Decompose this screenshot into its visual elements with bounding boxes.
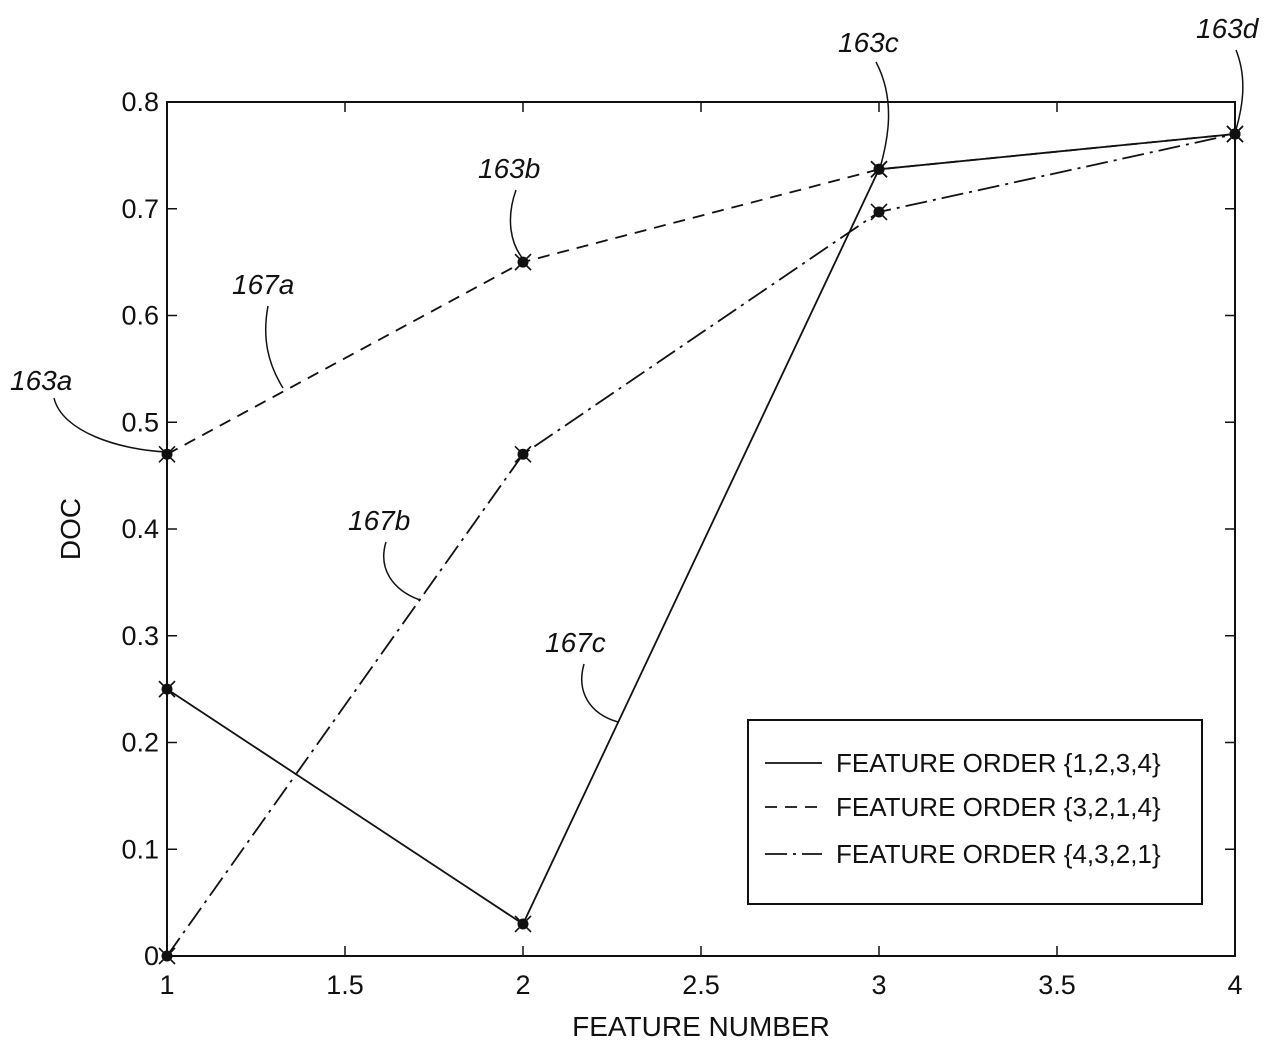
y-tick-label: 0.8 — [121, 87, 159, 117]
x-tick-label: 3.5 — [1038, 970, 1076, 1000]
y-tick-label: 0.7 — [121, 194, 159, 224]
data-point-marker — [870, 203, 888, 221]
marker-dot — [1229, 128, 1241, 140]
callout-label-167a: 167a — [232, 269, 294, 300]
data-point-marker — [514, 253, 532, 271]
marker-dot — [161, 448, 173, 460]
x-tick-label: 1.5 — [326, 970, 364, 1000]
data-point-marker — [514, 445, 532, 463]
y-tick-label: 0.4 — [121, 514, 159, 544]
series-lines — [166, 133, 1236, 957]
series-line-2 — [166, 133, 1236, 456]
data-point-marker — [514, 915, 532, 933]
x-tick-label: 3 — [871, 970, 886, 1000]
callout-leader-167b — [383, 541, 421, 601]
y-tick-label: 0 — [144, 941, 159, 971]
y-tick-label: 0.3 — [121, 621, 159, 651]
marker-dot — [161, 683, 173, 695]
marker-dot — [517, 918, 529, 930]
callout-label-163d: 163d — [1196, 13, 1260, 44]
marker-dot — [161, 950, 173, 962]
callouts: 163a 163b 163c 163d 167a 167b 167c — [10, 13, 1260, 723]
x-tick-label: 1 — [159, 970, 174, 1000]
callout-label-163c: 163c — [838, 27, 899, 58]
callout-label-163b: 163b — [478, 153, 540, 184]
callout-leader-163c — [875, 61, 890, 169]
x-tick-label: 2 — [515, 970, 530, 1000]
axis-ticks — [166, 101, 1236, 957]
data-point-marker — [870, 160, 888, 178]
callout-label-167c: 167c — [545, 627, 606, 658]
x-axis-label: FEATURE NUMBER — [572, 1011, 830, 1042]
callout-leader-163b — [509, 189, 525, 261]
y-tick-label: 0.1 — [121, 834, 159, 864]
data-point-marker — [1226, 125, 1244, 143]
data-point-marker — [158, 947, 176, 965]
callout-label-163a: 163a — [10, 365, 72, 396]
legend: FEATURE ORDER {1,2,3,4} FEATURE ORDER {3… — [747, 719, 1203, 905]
callout-leader-167a — [265, 305, 284, 389]
marker-dot — [517, 448, 529, 460]
marker-dot — [517, 256, 529, 268]
callout-leader-163d — [1234, 49, 1244, 134]
x-tick-labels: 1 1.5 2 2.5 3 3.5 4 — [159, 970, 1242, 1000]
x-tick-label: 2.5 — [682, 970, 720, 1000]
legend-entry-1: FEATURE ORDER {1,2,3,4} — [836, 748, 1161, 778]
data-point-marker — [158, 680, 176, 698]
y-tick-label: 0.5 — [121, 407, 159, 437]
y-axis-label: DOC — [55, 498, 86, 560]
marker-dot — [873, 206, 885, 218]
callout-label-167b: 167b — [348, 505, 410, 536]
y-tick-label: 0.2 — [121, 728, 159, 758]
legend-entry-2: FEATURE ORDER {3,2,1,4} — [836, 792, 1161, 822]
x-tick-label: 4 — [1227, 970, 1242, 1000]
y-tick-labels: 0 0.1 0.2 0.3 0.4 0.5 0.6 0.7 0.8 — [121, 87, 159, 971]
callout-leader-167c — [581, 663, 619, 723]
data-markers — [158, 125, 1244, 965]
legend-entry-3: FEATURE ORDER {4,3,2,1} — [836, 839, 1161, 869]
marker-dot — [873, 163, 885, 175]
y-tick-label: 0.6 — [121, 301, 159, 331]
series-line-3 — [166, 133, 1236, 957]
callout-leader-163a — [53, 397, 168, 453]
legend-box — [747, 719, 1203, 905]
